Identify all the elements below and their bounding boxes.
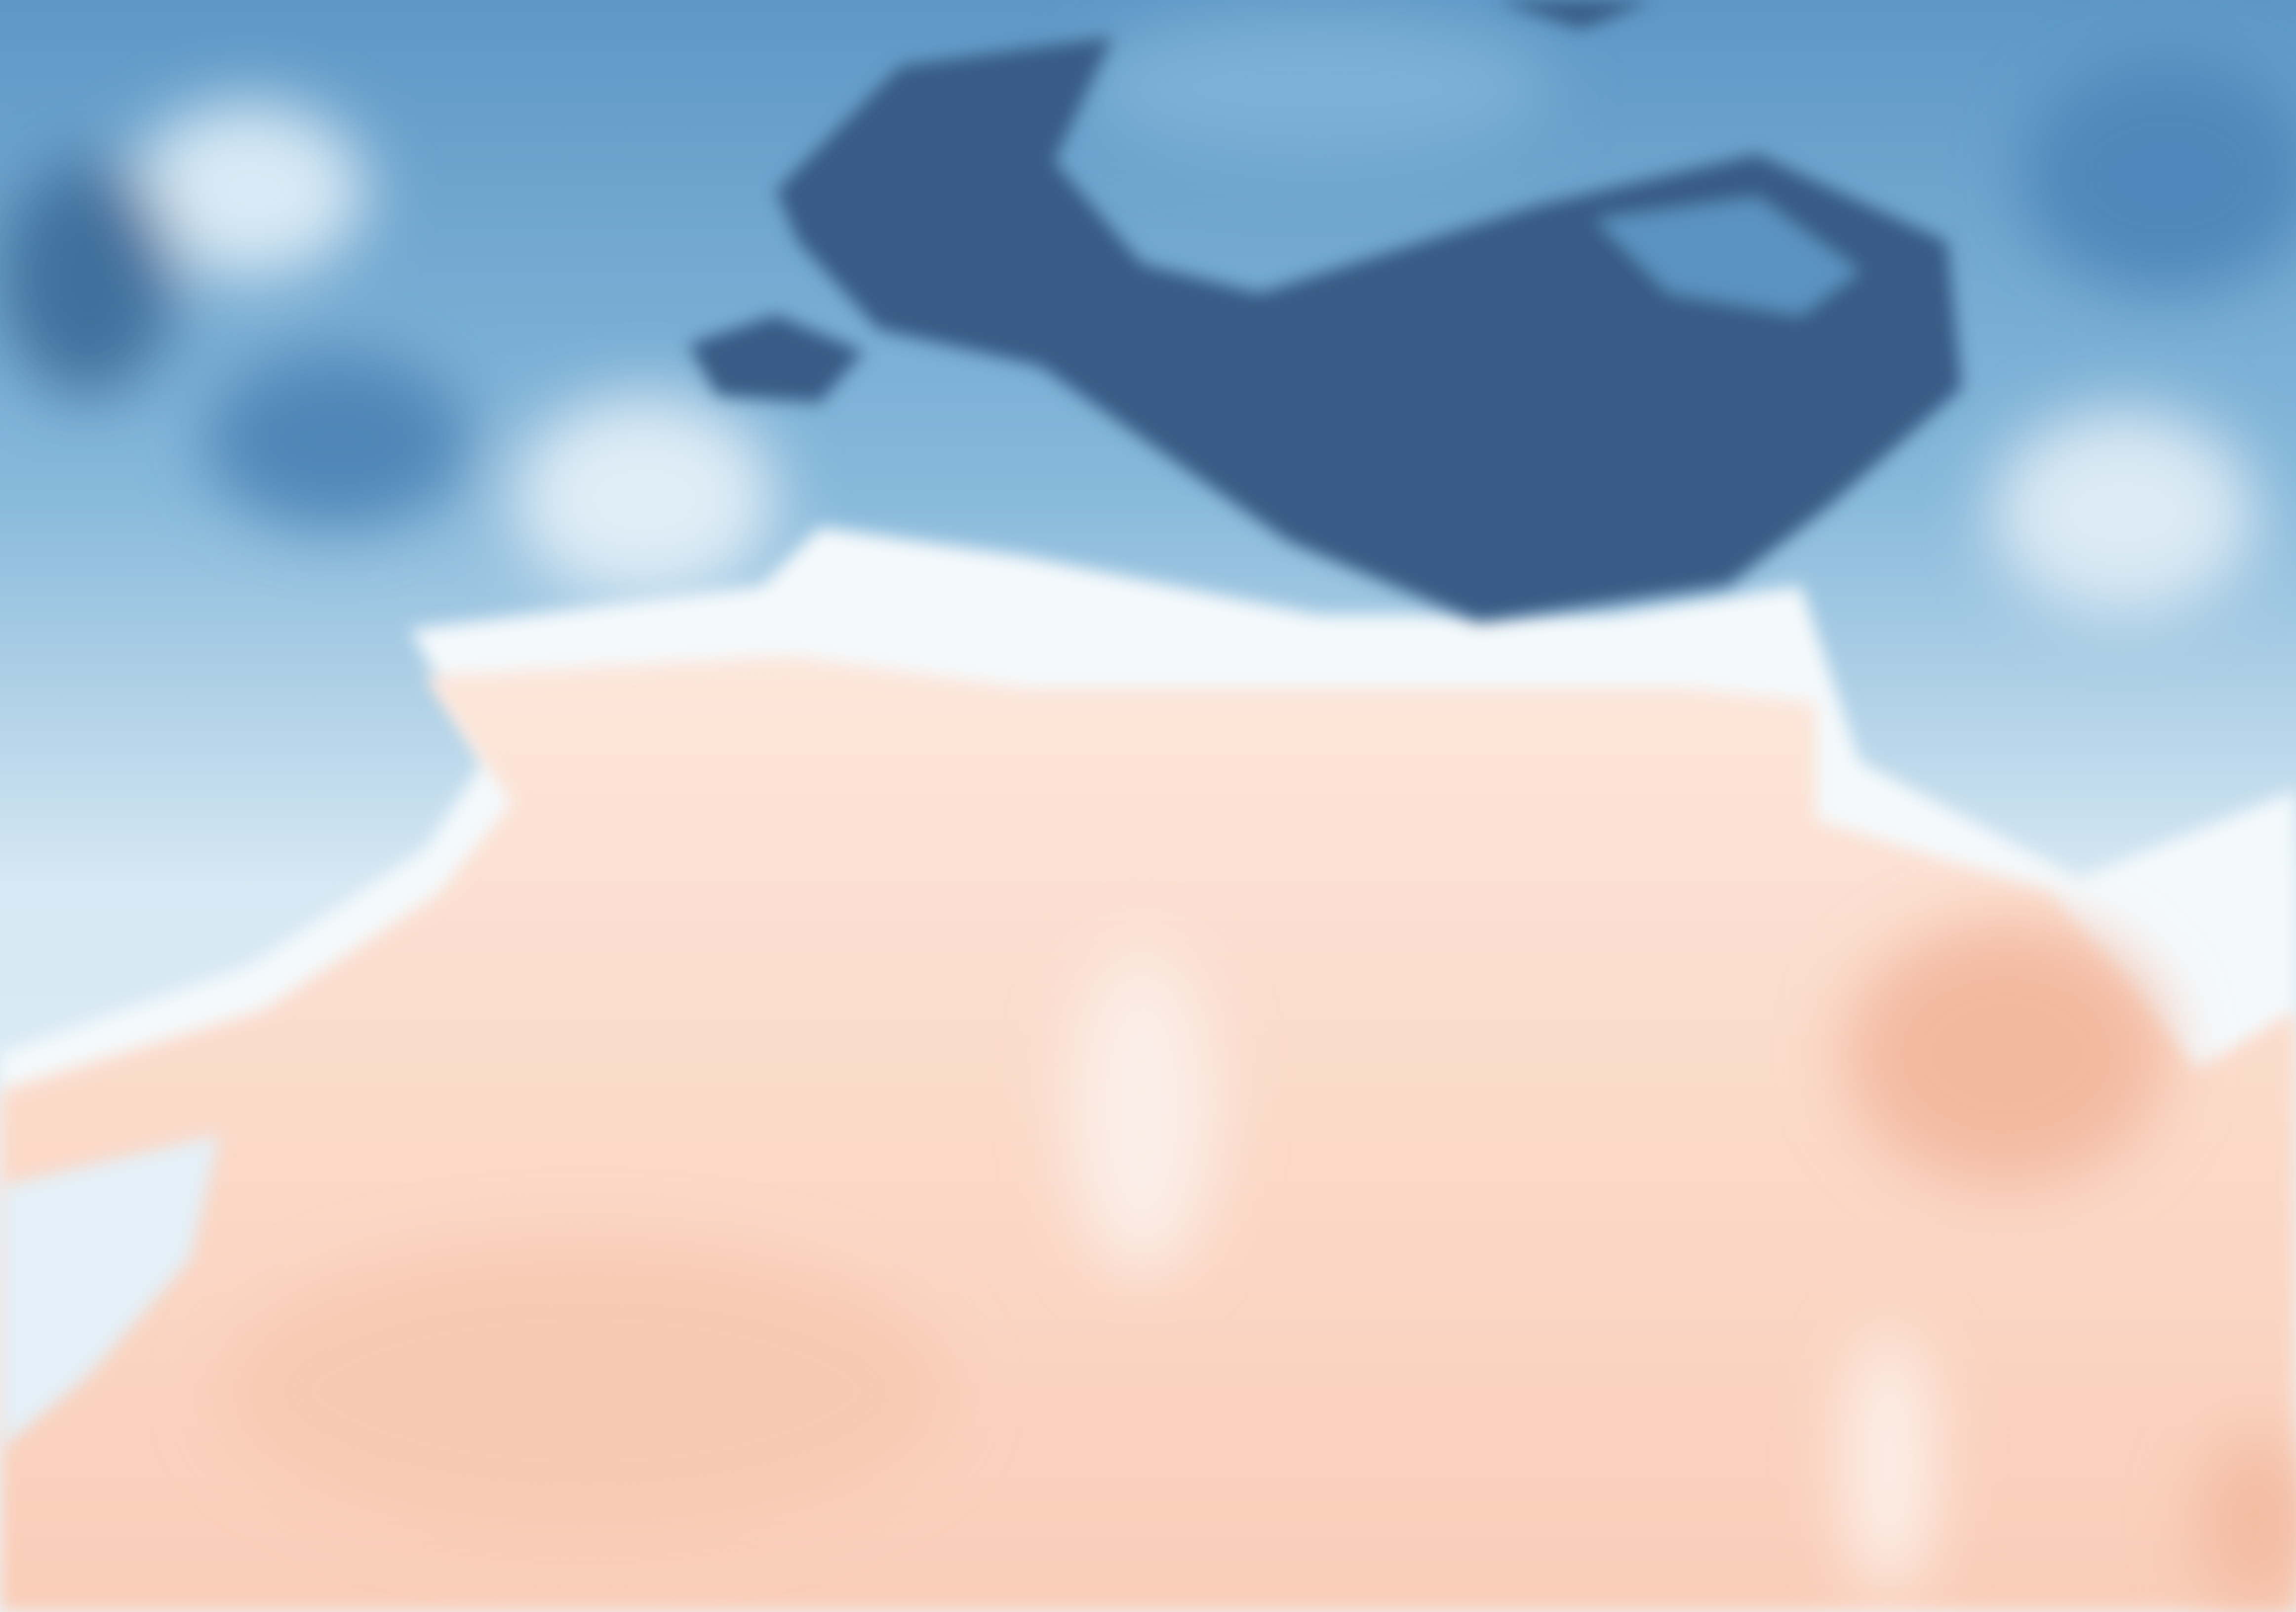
cold-inlet [0, 1134, 220, 1450]
texture [0, 14, 2296, 615]
cold-core [688, 0, 1962, 622]
warm-texture [219, 922, 2296, 1611]
